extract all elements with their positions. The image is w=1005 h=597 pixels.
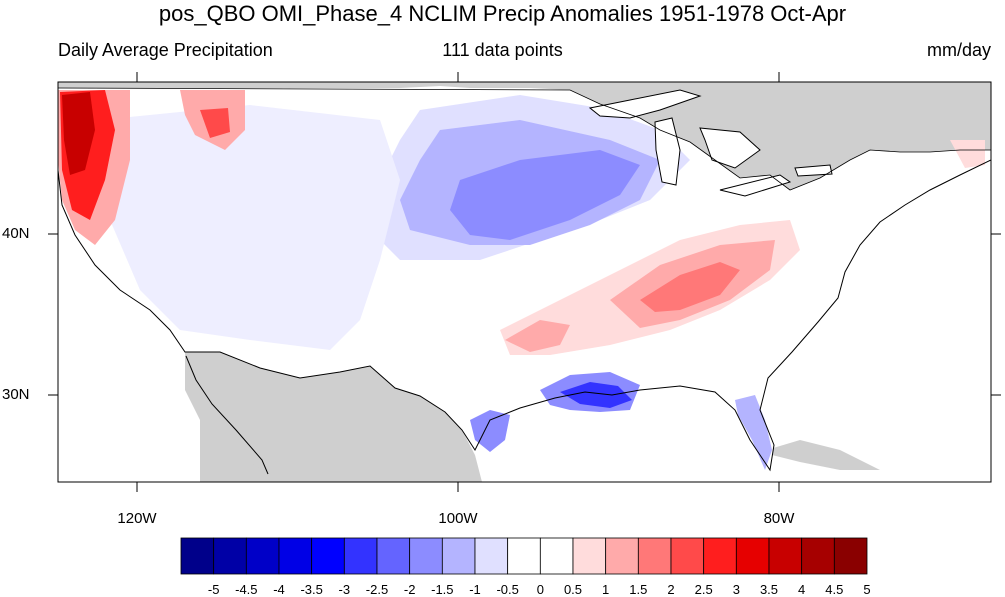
map-title: pos_QBO OMI_Phase_4 NCLIM Precip Anomali… xyxy=(158,1,847,26)
colorbar-tick-label: -1.5 xyxy=(431,582,454,597)
lon-label-120w: 120W xyxy=(117,510,157,527)
anomaly-neg-texas xyxy=(470,410,510,452)
colorbar-swatch xyxy=(213,537,247,575)
colorbar-tick-label: 4 xyxy=(798,582,806,597)
colorbar-tick-label: 0 xyxy=(536,582,544,597)
colorbar-tick-label: 1.5 xyxy=(629,582,648,597)
us-outline xyxy=(58,159,991,472)
colorbar-tick-label: -5 xyxy=(207,582,220,597)
tick-marks xyxy=(48,72,1001,492)
anomaly-neg-florida xyxy=(735,395,772,470)
lake-huron xyxy=(699,127,761,169)
colorbar xyxy=(180,537,868,575)
subtitle-units: mm/day xyxy=(926,40,991,60)
colorbar-tick-label: 2 xyxy=(667,582,675,597)
lake-superior xyxy=(588,89,702,119)
map-layer xyxy=(58,82,991,482)
colorbar-swatch xyxy=(735,537,770,575)
anomaly-pos-core-east xyxy=(640,262,740,312)
colorbar-swatch xyxy=(801,537,835,575)
colorbar-swatch xyxy=(768,537,803,575)
anomaly-neg-light-west xyxy=(100,105,400,350)
cuba xyxy=(760,440,880,470)
colorbar-swatch xyxy=(409,537,443,575)
colorbar-swatch xyxy=(180,537,215,575)
colorbar-tick-label: -3 xyxy=(338,582,351,597)
colorbar-tick-label: 3.5 xyxy=(759,582,779,597)
colorbar-swatch xyxy=(637,537,672,575)
colorbar-swatch xyxy=(833,537,868,575)
colorbar-tick-label: 1 xyxy=(602,582,610,597)
colorbar-swatch xyxy=(278,537,313,575)
colorbar-swatch xyxy=(311,537,345,575)
colorbar-swatch xyxy=(441,537,476,575)
anomaly-neg-core-plains xyxy=(450,150,640,240)
lake-michigan xyxy=(654,117,681,186)
anomaly-neg-gulf-core xyxy=(560,382,632,408)
colorbar-tick-label: -2 xyxy=(403,582,416,597)
colorbar-tick-label: -0.5 xyxy=(496,582,519,597)
lon-label-80w: 80W xyxy=(763,510,795,527)
colorbar-swatch xyxy=(605,537,639,575)
anomaly-pos-montana-core xyxy=(200,108,230,138)
canada-landmass xyxy=(58,82,991,190)
baja-outline xyxy=(185,355,269,475)
colorbar-swatch xyxy=(507,537,541,575)
subtitle-left: Daily Average Precipitation xyxy=(58,40,273,60)
lat-label-30n: 30N xyxy=(2,386,30,403)
colorbar-tick-label: 0.5 xyxy=(563,582,583,597)
colorbar-tick-label: 3 xyxy=(732,582,740,597)
anomaly-pos-pacific-nw-max xyxy=(62,92,95,175)
colorbar-tick-label: 4.5 xyxy=(825,582,844,597)
colorbar-tick-label: -4.5 xyxy=(235,582,258,597)
colorbar-swatch xyxy=(343,537,378,575)
lake-ontario xyxy=(794,164,833,177)
canada-border xyxy=(58,87,991,191)
colorbar-tick-label: -2.5 xyxy=(365,582,389,597)
colorbar-swatch xyxy=(703,537,737,575)
map-frame xyxy=(57,81,992,483)
colorbar-swatch xyxy=(245,537,280,575)
anomaly-pos-lower-ms xyxy=(505,320,570,352)
baja-peninsula xyxy=(186,356,268,474)
colorbar-tick-label: 2.5 xyxy=(694,582,713,597)
colorbar-swatch xyxy=(376,537,411,575)
lon-label-100w: 100W xyxy=(438,510,478,527)
colorbar-swatch xyxy=(572,537,607,575)
colorbar-tick-label: -4 xyxy=(273,582,285,597)
anomaly-pos-northeast xyxy=(950,140,985,168)
lat-label-40n: 40N xyxy=(2,225,30,242)
subtitle-center: 111 data points xyxy=(442,40,563,60)
mexico-landmass xyxy=(185,352,482,482)
colorbar-tick-label: 5 xyxy=(863,582,871,597)
lake-erie xyxy=(719,174,792,197)
colorbar-swatch xyxy=(670,537,705,575)
colorbar-tick-label: -3.5 xyxy=(300,582,323,597)
colorbar-tick-label: -1 xyxy=(469,582,481,597)
colorbar-swatch xyxy=(474,537,509,575)
colorbar-swatch xyxy=(539,537,574,575)
